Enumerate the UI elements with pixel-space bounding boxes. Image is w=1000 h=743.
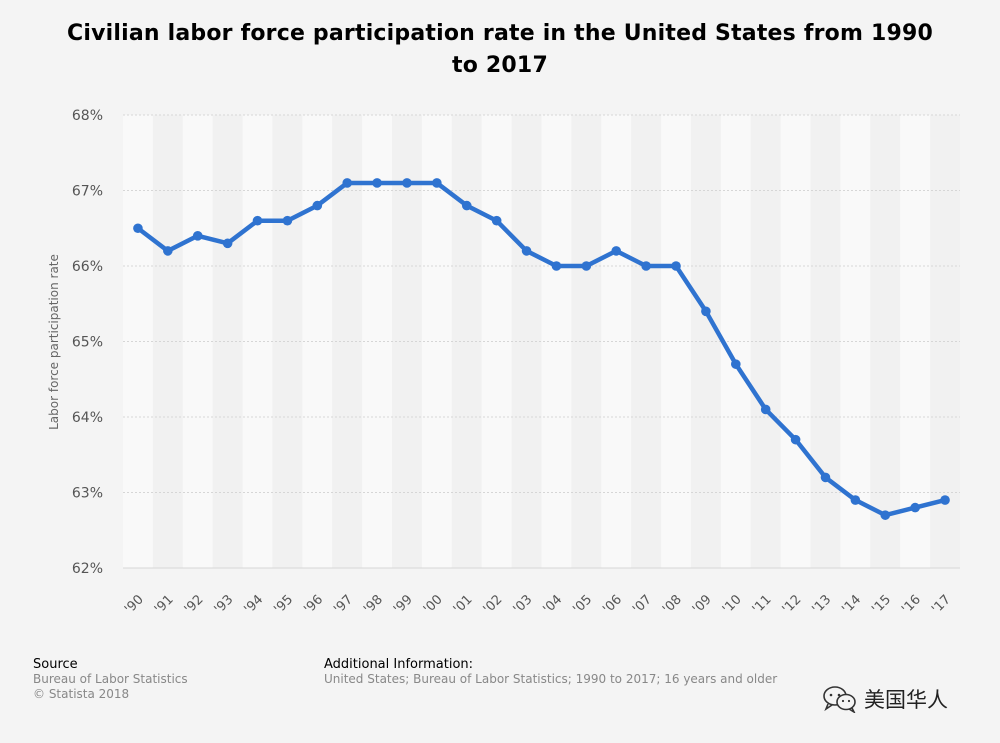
watermark: 美国华人 (822, 684, 948, 714)
source-line-2: © Statista 2018 (33, 687, 130, 701)
x-tick-label: '16 (899, 592, 924, 617)
data-point (910, 502, 920, 513)
data-point (491, 215, 502, 226)
data-point (551, 261, 562, 271)
y-tick-label: 65% (72, 335, 103, 351)
y-tick-label: 66% (72, 259, 103, 275)
data-point (641, 261, 651, 271)
x-tick-label: '96 (301, 592, 326, 617)
additional-info-text: United States; Bureau of Labor Statistic… (324, 672, 778, 686)
x-tick-label: '14 (839, 592, 864, 617)
data-point (192, 231, 203, 241)
y-tick-label: 67% (72, 184, 103, 200)
wechat-icon (823, 686, 856, 713)
y-tick-label: 64% (72, 410, 103, 426)
line-chart: 62%63%64%65%66%67%68%'90'91'92'93'94'95 '… (72, 108, 960, 617)
y-tick-label: 62% (72, 561, 103, 577)
x-tick-label: '92 (182, 592, 207, 617)
data-point (521, 246, 532, 256)
y-tick-label: 63% (72, 486, 103, 502)
x-tick-label: '17 (929, 592, 954, 617)
x-tick-label: '08 (660, 592, 685, 617)
chart-title: Civilian labor force participation rate … (67, 21, 933, 78)
x-tick-label: '94 (242, 592, 267, 617)
data-point (461, 200, 472, 211)
x-tick-label: '06 (600, 592, 625, 617)
x-tick-label: '01 (451, 592, 476, 617)
x-tick-label: '91 (152, 592, 177, 617)
data-point (731, 359, 741, 369)
data-point (611, 246, 622, 256)
watermark-text: 美国华人 (864, 688, 948, 712)
data-point (163, 246, 173, 256)
data-point (252, 215, 263, 226)
x-tick-label: '11 (750, 592, 775, 617)
x-tick-label: '07 (630, 592, 655, 617)
data-point (701, 306, 711, 317)
y-tick-label: 68% (72, 108, 103, 124)
x-tick-label: '02 (481, 592, 506, 617)
data-point (312, 200, 323, 211)
x-tick-label: '09 (690, 592, 715, 617)
y-axis-label: Labor force participation rate (47, 254, 61, 430)
x-tick-label: '95 (271, 592, 296, 617)
x-tick-label: '93 (212, 592, 237, 617)
data-point (790, 434, 801, 445)
source-block: Source Bureau of Labor Statistics © Stat… (33, 657, 188, 702)
x-tick-label: '12 (780, 592, 805, 617)
x-tick-label: '15 (869, 592, 894, 617)
data-point (820, 472, 831, 483)
x-tick-label: '98 (361, 592, 386, 617)
x-tick-label: '90 (122, 592, 147, 617)
series-line (135, 180, 948, 518)
x-tick-label: '99 (391, 592, 416, 617)
x-tick-label: '00 (421, 592, 446, 617)
data-point (222, 238, 233, 249)
source-heading: Source (33, 657, 78, 672)
x-tick-label: '04 (540, 592, 565, 617)
x-tick-label: '13 (809, 592, 834, 617)
data-point (760, 404, 771, 415)
source-line-1: Bureau of Labor Statistics (33, 672, 188, 686)
data-point (850, 495, 861, 505)
additional-info-heading: Additional Information: (324, 657, 474, 672)
x-tick-label: '10 (720, 592, 745, 617)
x-tick-label: '03 (511, 592, 536, 617)
data-point (402, 178, 412, 188)
data-point (342, 178, 352, 188)
additional-info-block: Additional Information: United States; B… (324, 657, 777, 687)
data-point (581, 261, 592, 271)
data-point (671, 261, 681, 271)
data-point (133, 223, 143, 234)
data-point (940, 495, 950, 505)
data-point (880, 510, 891, 520)
data-point (372, 178, 382, 188)
x-tick-label: '05 (570, 592, 595, 617)
data-point (432, 178, 442, 188)
data-point (282, 215, 293, 226)
x-tick-label: '97 (331, 592, 356, 617)
